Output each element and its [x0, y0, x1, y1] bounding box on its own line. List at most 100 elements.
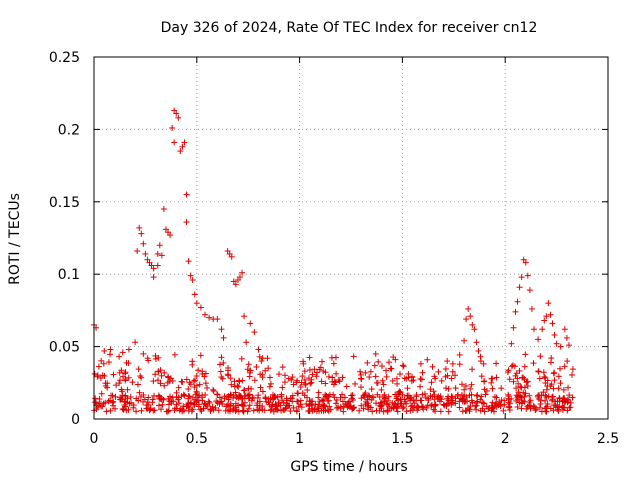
data-point [117, 396, 124, 403]
data-point [225, 396, 232, 403]
data-point [390, 354, 397, 361]
data-point [297, 397, 304, 404]
data-point [533, 406, 540, 413]
data-point [424, 356, 431, 363]
data-point [253, 363, 260, 370]
data-point [140, 391, 147, 398]
x-tick-labels: 0 0.5 1 1.5 2 2.5 [90, 431, 620, 447]
data-point [549, 320, 556, 327]
data-point [452, 372, 459, 379]
data-point [352, 380, 359, 387]
data-point [528, 305, 535, 312]
data-point [165, 407, 172, 414]
x-tick-label: 1.5 [391, 431, 413, 447]
data-point [193, 382, 200, 389]
data-point [469, 321, 476, 328]
data-point [105, 359, 112, 366]
data-point [367, 368, 374, 375]
data-point [145, 394, 152, 401]
data-point [267, 380, 274, 387]
data-point [378, 405, 385, 412]
data-point [521, 384, 528, 391]
data-point [388, 365, 395, 372]
data-point [155, 368, 162, 375]
data-point [555, 404, 562, 411]
data-point [144, 398, 151, 405]
data-point [322, 369, 329, 376]
data-point [193, 300, 200, 307]
data-point [483, 387, 490, 394]
data-point [376, 393, 383, 400]
data-point [317, 364, 324, 371]
y-tick-label: 0.1 [58, 267, 80, 283]
data-point [348, 395, 355, 402]
data-point [547, 359, 554, 366]
data-point [290, 404, 297, 411]
data-point [314, 369, 321, 376]
data-point [555, 385, 562, 392]
data-point [561, 363, 568, 370]
data-point [167, 232, 174, 239]
data-point [393, 375, 400, 382]
plot-frame [93, 56, 609, 420]
data-point [442, 366, 449, 373]
data-point [561, 404, 568, 411]
data-point [145, 357, 152, 364]
data-point [372, 373, 379, 380]
data-point [459, 381, 466, 388]
data-point [173, 389, 180, 396]
data-point [404, 393, 411, 400]
data-point [140, 350, 147, 357]
data-point [493, 360, 500, 367]
data-point [205, 398, 212, 405]
data-point [155, 392, 162, 399]
data-point [444, 358, 451, 365]
data-point [297, 383, 304, 390]
y-tick-labels: 0 0.05 0.1 0.15 0.2 0.25 [49, 50, 80, 428]
data-point [244, 366, 251, 373]
data-point [119, 349, 126, 356]
data-point [306, 402, 313, 409]
data-point [262, 395, 269, 402]
data-point [383, 400, 390, 407]
data-point [308, 376, 315, 383]
data-point [218, 374, 225, 381]
data-point [384, 407, 391, 414]
data-point [404, 385, 411, 392]
data-point [478, 373, 485, 380]
data-point [328, 354, 335, 361]
data-point [187, 400, 194, 407]
data-point [565, 342, 572, 349]
data-point [232, 406, 239, 413]
x-axis-label: GPS time / hours [290, 459, 407, 475]
data-point [362, 401, 369, 408]
data-point [364, 359, 371, 366]
data-point [514, 298, 521, 305]
data-point [287, 408, 294, 415]
data-point [286, 402, 293, 409]
x-tick-label: 2.5 [597, 431, 619, 447]
data-point [407, 397, 414, 404]
data-point [498, 385, 505, 392]
data-point [161, 382, 168, 389]
data-point [473, 399, 480, 406]
data-point [385, 393, 392, 400]
data-point [225, 364, 232, 371]
data-point [522, 259, 529, 266]
x-tick-label: 0 [90, 431, 99, 447]
data-point [542, 392, 549, 399]
data-point [477, 353, 484, 360]
data-point [154, 250, 161, 257]
data-point [309, 398, 316, 405]
data-point [240, 402, 247, 409]
data-point [389, 377, 396, 384]
data-point [452, 400, 459, 407]
data-point [380, 381, 387, 388]
data-point [230, 392, 237, 399]
data-point [246, 402, 253, 409]
data-point [117, 377, 124, 384]
data-point [356, 407, 363, 414]
data-point [417, 360, 424, 367]
data-point [189, 361, 196, 368]
data-point [535, 336, 542, 343]
